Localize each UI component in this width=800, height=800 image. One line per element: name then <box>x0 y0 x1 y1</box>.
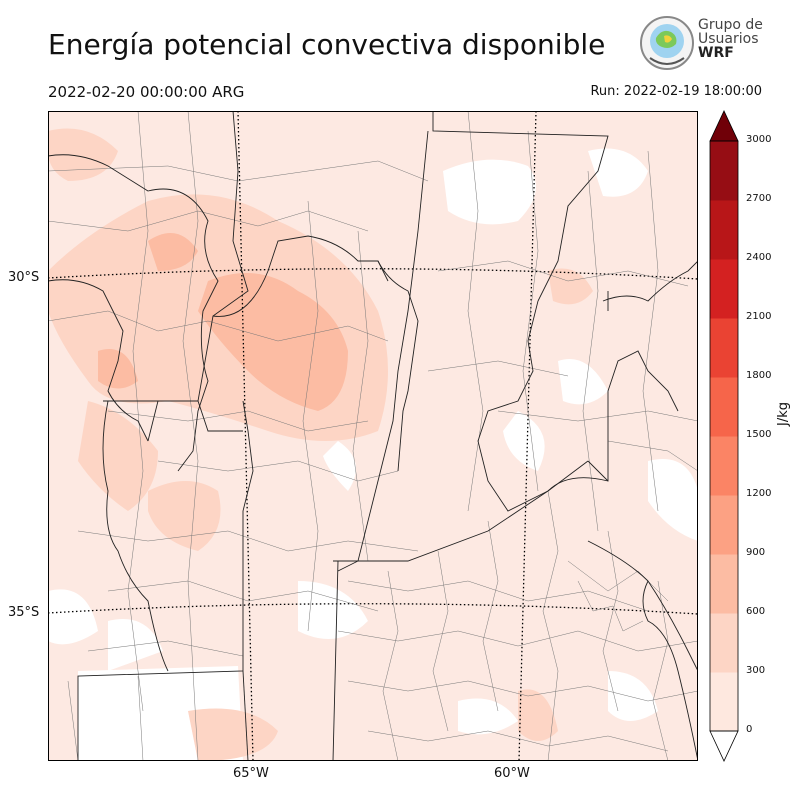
colorbar-cell <box>710 495 738 555</box>
valid-time: 2022-02-20 00:00:00 ARG <box>48 83 245 101</box>
colorbar-tick-label: 2100 <box>746 311 772 322</box>
colorbar-max-arrow <box>709 110 739 142</box>
department-boundaries <box>48 111 698 761</box>
chart-title: Energía potencial convectiva disponible <box>48 28 606 61</box>
colorbar-tick-label: 3000 <box>746 134 772 145</box>
lat-label-30s: 30°S <box>8 270 40 285</box>
cape-map <box>48 111 698 761</box>
globe-icon <box>640 16 694 70</box>
logo-line2: Usuarios <box>698 31 759 47</box>
colorbar-min-arrow <box>709 730 739 762</box>
colorbar-cell <box>710 613 738 673</box>
colorbar <box>709 110 739 762</box>
colorbar-cell <box>710 318 738 378</box>
colorbar-tick-label: 0 <box>746 724 753 735</box>
colorbar-tick-label: 1200 <box>746 488 772 499</box>
colorbar-label: J/kg <box>776 402 791 426</box>
colorbar-frame <box>709 140 739 732</box>
colorbar-cell <box>710 672 738 732</box>
logo-line3: WRF <box>698 45 734 61</box>
low-value-areas <box>48 148 698 761</box>
colorbar-cell <box>710 554 738 614</box>
lon-label-60w: 60°W <box>494 766 530 781</box>
run-time: Run: 2022-02-19 18:00:00 <box>590 84 762 99</box>
logo-text: Grupo de Usuarios WRF <box>698 18 763 60</box>
colorbar-tick-label: 300 <box>746 665 766 676</box>
colorbar-cell <box>710 436 738 496</box>
colorbar-tick-label: 1500 <box>746 429 772 440</box>
lat-label-35s: 35°S <box>8 605 40 620</box>
lon-label-65w: 65°W <box>233 766 269 781</box>
wrf-logo: Grupo de Usuarios WRF <box>638 14 768 74</box>
colorbar-cell <box>710 200 738 260</box>
cape-600-900 <box>98 233 348 411</box>
province-boundaries <box>48 111 698 761</box>
colorbar-cell <box>710 377 738 437</box>
graticule <box>48 111 698 761</box>
colorbar-tick-label: 600 <box>746 606 766 617</box>
colorbar-tick-label: 900 <box>746 547 766 558</box>
colorbar-tick-label: 2700 <box>746 193 772 204</box>
colorbar-cell <box>710 259 738 319</box>
colorbar-tick-label: 2400 <box>746 252 772 263</box>
logo-line1: Grupo de <box>698 17 763 33</box>
colorbar-tick-label: 1800 <box>746 370 772 381</box>
colorbar-cell <box>710 141 738 201</box>
map-frame <box>48 111 698 761</box>
